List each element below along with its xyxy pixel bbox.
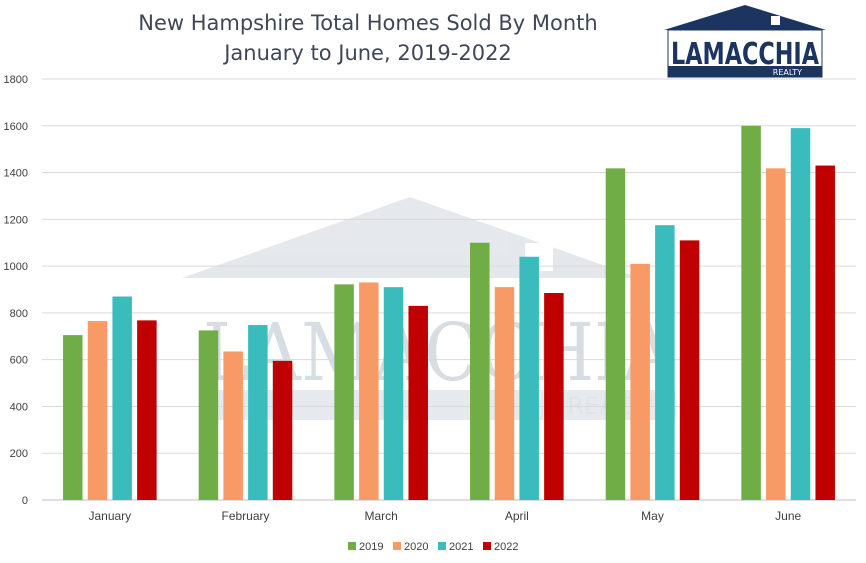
- bar-2020-february: [223, 351, 243, 500]
- y-tick-label: 1000: [4, 261, 28, 273]
- y-tick-label: 1400: [4, 168, 28, 180]
- legend-label: 2019: [359, 541, 383, 553]
- legend-label: 2022: [494, 541, 518, 553]
- bar-2019-june: [741, 125, 761, 501]
- house-logo-icon: [664, 5, 826, 30]
- bar-2019-april: [470, 242, 490, 500]
- y-tick-label: 1600: [4, 121, 28, 133]
- x-tick-label: March: [364, 509, 397, 523]
- bar-2021-april: [519, 256, 539, 500]
- y-tick-label: 0: [22, 495, 28, 507]
- y-tick-label: 200: [10, 448, 28, 460]
- logo-sub: REALTY: [773, 68, 802, 77]
- legend-swatch: [348, 542, 356, 550]
- y-tick-label: 1200: [4, 214, 28, 226]
- bar-2022-march: [408, 305, 428, 500]
- x-tick-label: May: [641, 509, 664, 523]
- x-tick-label: April: [505, 509, 529, 523]
- y-tick-label: 800: [10, 308, 28, 320]
- bar-2019-march: [334, 284, 354, 500]
- bar-2022-february: [272, 360, 293, 500]
- x-tick-label: June: [775, 509, 801, 523]
- bar-2021-january: [112, 296, 132, 500]
- y-axis: 0 200 400 600 800 1000 1200 1400 1600 1800: [4, 74, 28, 507]
- bar-2019-february: [198, 330, 219, 500]
- legend-swatch: [483, 542, 491, 550]
- legend-swatch: [438, 542, 446, 550]
- x-tick-label: February: [221, 509, 269, 523]
- bar-2021-may: [655, 225, 675, 501]
- y-tick-label: 600: [10, 355, 28, 367]
- bar-2022-june: [815, 165, 835, 501]
- y-tick-label: 1800: [4, 74, 28, 86]
- bar-2020-june: [766, 168, 786, 500]
- bar-2019-may: [605, 168, 626, 500]
- legend-label: 2020: [404, 541, 428, 553]
- bar-2020-may: [630, 263, 650, 500]
- logo: LAMACCHIA REALTY: [664, 5, 826, 78]
- bar-2021-march: [383, 287, 404, 500]
- logo-banner: [668, 66, 822, 77]
- bar-2020-january: [87, 321, 108, 500]
- bar-2020-march: [359, 282, 379, 500]
- chart-subtitle: January to June, 2019-2022: [222, 41, 512, 65]
- x-tick-label: January: [88, 509, 131, 523]
- bar-2022-january: [137, 320, 157, 500]
- bar-2021-february: [248, 325, 268, 500]
- bar-2020-april: [494, 287, 515, 500]
- y-tick-label: 400: [10, 401, 28, 413]
- logo-window-icon: [771, 16, 780, 25]
- legend-swatch: [393, 542, 401, 550]
- chart-title: New Hampshire Total Homes Sold By Month: [138, 11, 597, 35]
- bar-2019-january: [63, 335, 83, 500]
- bar-2022-april: [544, 293, 564, 500]
- bar-2022-may: [679, 240, 700, 500]
- legend: 2019 2020 2021 2022: [348, 541, 518, 553]
- gridlines: [42, 78, 856, 501]
- x-axis: January February March April May June: [88, 509, 801, 523]
- legend-label: 2021: [449, 541, 473, 553]
- bar-2021-june: [790, 128, 811, 500]
- bars: [63, 125, 835, 501]
